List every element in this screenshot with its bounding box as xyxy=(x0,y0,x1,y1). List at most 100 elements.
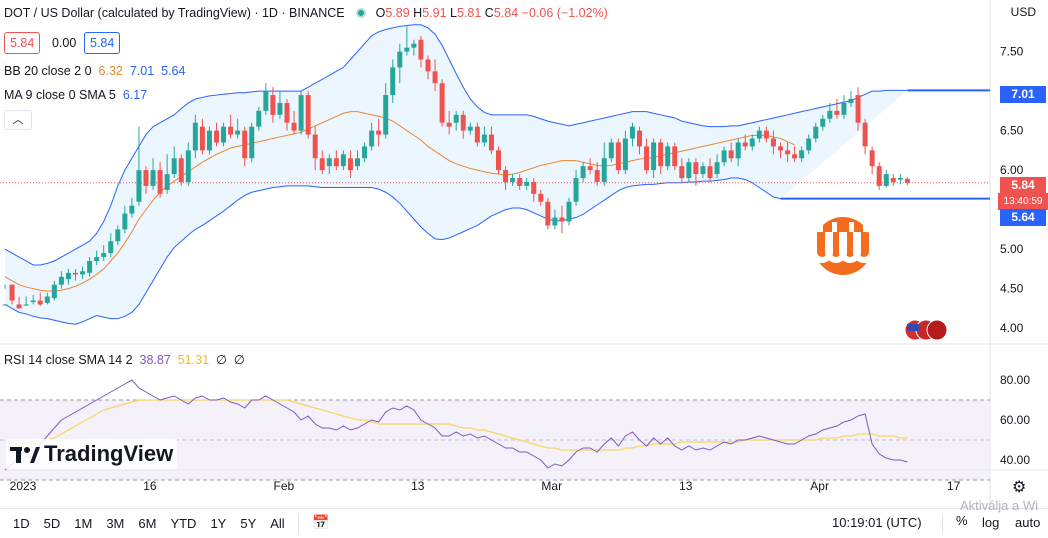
candle-body xyxy=(439,83,445,123)
high-label: H xyxy=(413,6,423,20)
candle-body xyxy=(44,296,50,303)
ma-legend[interactable]: MA 9 close 0 SMA 5 6.17 xyxy=(4,88,147,102)
symbol-title[interactable]: DOT / US Dollar (calculated by TradingVi… xyxy=(4,6,345,20)
candle-body xyxy=(778,146,783,151)
candle-body xyxy=(848,99,854,103)
candle-body xyxy=(862,122,868,147)
time-tick-label: 16 xyxy=(143,479,157,493)
candle-body xyxy=(693,162,699,175)
low-label: L xyxy=(450,6,457,20)
candle-body xyxy=(9,284,15,301)
candle-body xyxy=(411,43,417,48)
candle-body xyxy=(73,272,78,275)
clock-time[interactable]: 10:19:01 (UTC) xyxy=(832,515,922,530)
low-value: 5.81 xyxy=(456,6,482,20)
candle-body xyxy=(333,158,339,167)
candle-body xyxy=(834,110,840,115)
spread-value: 0.00 xyxy=(52,36,77,50)
range-button-ytd[interactable]: YTD xyxy=(170,516,197,531)
currency-selector[interactable]: USD xyxy=(1010,5,1036,19)
auto-toggle[interactable]: auto xyxy=(1015,515,1041,530)
range-button-5d[interactable]: 5D xyxy=(43,516,61,531)
candle-body xyxy=(467,126,473,131)
candle-body xyxy=(355,158,360,167)
candle-body xyxy=(37,300,43,305)
candle-body xyxy=(284,102,290,123)
candle-body xyxy=(503,170,509,182)
candle-body xyxy=(249,126,255,159)
range-button-1y[interactable]: 1Y xyxy=(210,516,227,531)
rsi-sma-value: 51.31 xyxy=(177,353,210,367)
last-price-tag: 5.84 xyxy=(1000,177,1046,194)
candle-body xyxy=(538,193,544,202)
candle-body xyxy=(496,150,501,171)
range-button-6m[interactable]: 6M xyxy=(138,516,157,531)
ma-value: 6.17 xyxy=(122,88,148,102)
candle-body xyxy=(714,162,720,175)
candle-body xyxy=(756,130,762,139)
candle-body xyxy=(615,142,621,171)
bb-legend[interactable]: BB 20 close 2 0 6.32 7.01 5.64 xyxy=(4,64,185,78)
range-button-3m[interactable]: 3M xyxy=(106,516,125,531)
candle-body xyxy=(122,213,128,230)
candle-body xyxy=(806,138,812,151)
divider xyxy=(298,515,299,533)
rsi-label[interactable]: RSI 14 close SMA 14 2 xyxy=(4,353,133,367)
tradingview-logo[interactable]: TradingView xyxy=(6,439,178,469)
candle-body xyxy=(587,166,593,171)
range-button-all[interactable]: All xyxy=(270,516,285,531)
collapse-legend-button[interactable]: ︿ xyxy=(4,110,32,130)
price-tick-label: 4.50 xyxy=(1000,282,1024,296)
candle-body xyxy=(510,178,516,182)
calendar-icon[interactable]: 📅 xyxy=(312,514,330,530)
divider xyxy=(942,515,943,533)
candle-body xyxy=(235,130,241,135)
candle-body xyxy=(390,67,396,96)
candle-body xyxy=(637,130,642,147)
candle-body xyxy=(425,59,431,72)
candle-body xyxy=(481,134,487,143)
rsi-extra2: ∅ xyxy=(233,353,245,367)
tv-logo-icon xyxy=(10,447,40,463)
candle-body xyxy=(559,217,565,222)
percent-toggle[interactable]: % xyxy=(956,513,968,528)
candle-body xyxy=(742,142,748,147)
rsi-line xyxy=(4,379,908,471)
symbol-legend[interactable]: DOT / US Dollar (calculated by TradingVi… xyxy=(4,6,608,20)
candle-body xyxy=(192,122,198,151)
candle-body xyxy=(785,150,791,155)
range-button-1d[interactable]: 1D xyxy=(13,516,30,531)
us-flag-icon[interactable] xyxy=(904,319,950,341)
activation-watermark: Aktiválja a Wi xyxy=(960,498,1039,513)
candle-body xyxy=(531,181,537,194)
candle-body xyxy=(129,205,135,214)
candle-body xyxy=(270,95,276,115)
candle-body xyxy=(876,166,882,186)
candle-body xyxy=(256,110,262,127)
bid-box[interactable]: 5.84 xyxy=(4,32,41,54)
candle-body xyxy=(58,276,64,285)
log-toggle[interactable]: log xyxy=(982,515,1000,530)
rsi-legend[interactable]: RSI 14 close SMA 14 2 38.87 51.31 ∅ ∅ xyxy=(4,352,245,367)
candle-body xyxy=(340,154,346,167)
bb-label[interactable]: BB 20 close 2 0 xyxy=(4,64,92,78)
candle-body xyxy=(30,300,36,303)
candle-body xyxy=(629,126,635,139)
range-button-1m[interactable]: 1M xyxy=(74,516,93,531)
bb-lower-value: 5.64 xyxy=(161,64,186,78)
candle-body xyxy=(488,134,494,151)
candle-body xyxy=(869,150,875,167)
bb-upper-line xyxy=(4,24,908,266)
candle-body xyxy=(799,150,805,159)
ma-label[interactable]: MA 9 close 0 SMA 5 xyxy=(4,88,116,102)
candle-body xyxy=(658,142,664,167)
candle-body xyxy=(573,178,579,202)
candle-body xyxy=(651,142,657,171)
candle-body xyxy=(686,162,692,179)
candle-body xyxy=(566,201,572,222)
open-value: 5.89 xyxy=(385,6,410,20)
ask-box[interactable]: 5.84 xyxy=(84,32,121,54)
candle-body xyxy=(362,146,368,159)
range-button-5y[interactable]: 5Y xyxy=(240,516,257,531)
gear-icon[interactable]: ⚙ xyxy=(1012,479,1027,496)
